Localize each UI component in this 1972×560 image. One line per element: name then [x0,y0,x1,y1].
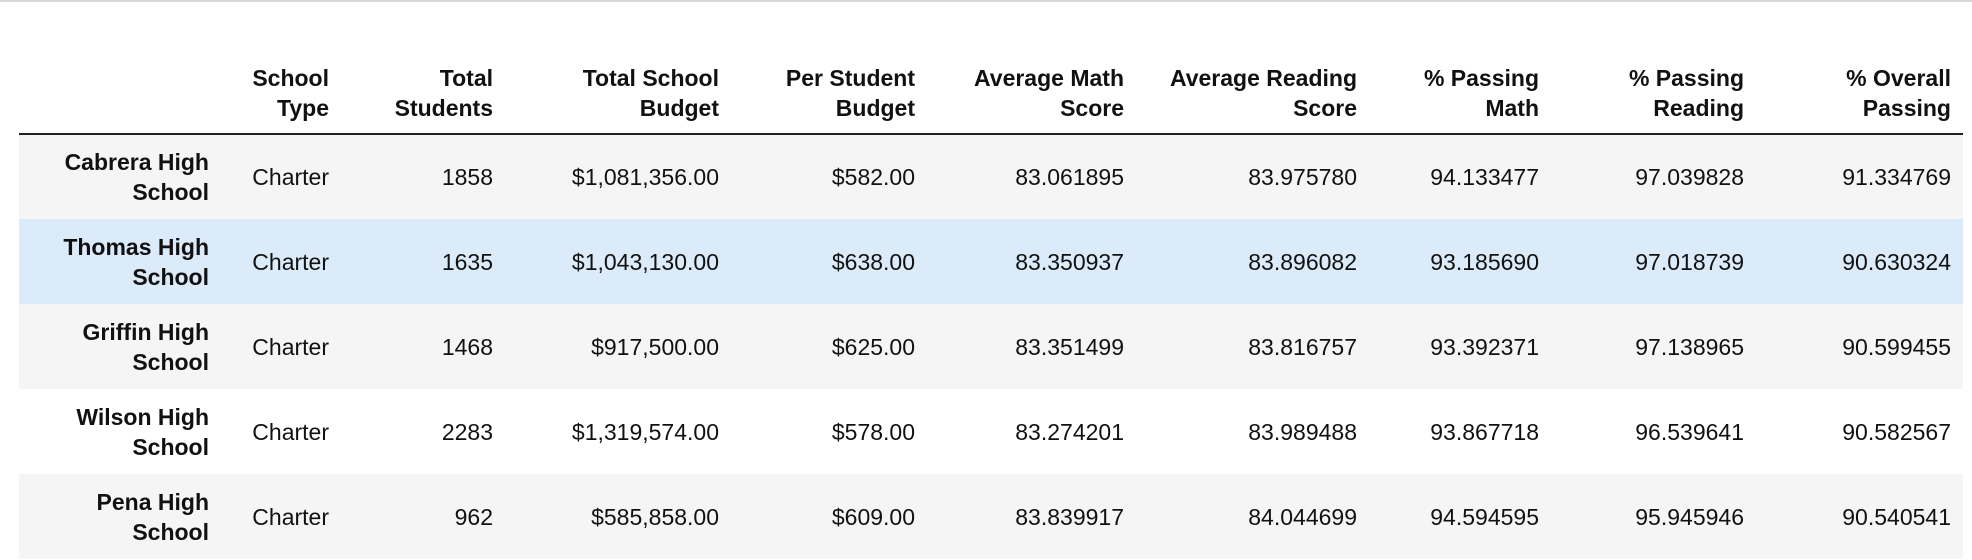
row-label-school-name: Cabrera High School [19,134,221,219]
cell-average-math-score: 83.350937 [1015,248,1124,275]
header-row: School Type Total Students Total School … [19,47,1963,135]
cell-average-reading-score: 83.989488 [1248,418,1357,445]
cell-per-student-budget: $638.00 [831,248,915,275]
school-name-line: School [132,518,209,545]
header-line: % Overall [1846,65,1951,91]
cell-average-reading-score: 83.975780 [1248,164,1357,190]
row-label-school-name: Thomas High School [19,219,221,304]
cell-pct-overall-passing: 90.582567 [1842,418,1951,445]
cell-pct-passing-reading: 97.138965 [1635,333,1744,360]
column-header-pct-passing-math[interactable]: % Passing Math [1369,47,1551,135]
column-header-total-school-budget[interactable]: Total School Budget [505,47,731,135]
cell-per-student-budget: $609.00 [831,503,915,530]
cell-pct-passing-math: 94.594595 [1430,503,1539,530]
index-header [19,47,221,135]
cell-per-student-budget: $582.00 [831,164,915,190]
cell-total-students: 1858 [441,164,493,190]
cell-pct-overall-passing: 90.599455 [1842,333,1951,360]
cell-pct-passing-math: 93.185690 [1430,248,1539,275]
cell-average-math-score: 83.274201 [1015,418,1124,445]
school-name-line: Pena High [96,488,209,515]
header-line: Per Student [785,65,915,91]
row-label-school-name: Griffin High School [19,304,221,389]
header-line: Reading [1653,95,1744,121]
cell-pct-passing-math: 93.392371 [1430,333,1539,360]
header-line: School [252,65,329,91]
table-row[interactable]: Cabrera High School Charter 1858 $1,081,… [19,134,1963,219]
cell-total-students: 2283 [441,418,493,445]
school-name-line: Thomas High [63,233,209,260]
cell-total-budget: $917,500.00 [591,333,719,360]
header-line: % Passing [1628,65,1744,91]
table-header: School Type Total Students Total School … [19,47,1963,135]
cell-school-type: Charter [252,503,329,530]
cell-per-student-budget: $625.00 [831,333,915,360]
school-summary-table: School Type Total Students Total School … [19,47,1963,559]
cell-average-math-score: 83.061895 [1015,164,1124,190]
cell-total-budget: $1,319,574.00 [571,418,719,445]
column-header-pct-passing-reading[interactable]: % Passing Reading [1551,47,1756,135]
school-name-line: School [132,263,209,290]
cell-average-reading-score: 84.044699 [1248,503,1357,530]
school-name-line: Wilson High [76,403,209,430]
header-line: Budget [639,95,719,121]
header-line: Total [439,65,493,91]
header-line: Math [1485,95,1539,121]
row-label-school-name: Pena High School [19,474,221,559]
row-label-school-name: Wilson High School [19,389,221,474]
school-name-line: School [132,433,209,460]
column-header-average-math-score[interactable]: Average Math Score [927,47,1136,135]
school-name-line: School [132,179,209,205]
header-line: Score [1060,95,1124,121]
cell-total-budget: $1,081,356.00 [571,164,719,190]
school-name-line: School [132,348,209,375]
table-row[interactable]: Pena High School Charter 962 $585,858.00… [19,474,1963,559]
cell-total-students: 1468 [441,333,493,360]
column-header-per-student-budget[interactable]: Per Student Budget [731,47,927,135]
header-line: Average Reading [1169,65,1357,91]
cell-pct-overall-passing: 90.540541 [1842,503,1951,530]
table-body: Cabrera High School Charter 1858 $1,081,… [19,134,1963,559]
header-line: Passing [1862,95,1951,121]
cell-average-reading-score: 83.816757 [1248,333,1357,360]
table-row[interactable]: Wilson High School Charter 2283 $1,319,5… [19,389,1963,474]
column-header-total-students[interactable]: Total Students [341,47,505,135]
cell-school-type: Charter [252,164,329,190]
column-header-pct-overall-passing[interactable]: % Overall Passing [1756,47,1963,135]
cell-average-math-score: 83.351499 [1015,333,1124,360]
cell-total-students: 1635 [441,248,493,275]
cell-school-type: Charter [252,248,329,275]
cell-school-type: Charter [252,333,329,360]
cell-total-students: 962 [454,503,493,530]
cell-pct-passing-math: 93.867718 [1430,418,1539,445]
cell-pct-passing-reading: 97.039828 [1635,164,1744,190]
cell-pct-passing-reading: 97.018739 [1635,248,1744,275]
header-line: Score [1293,95,1357,121]
cell-pct-overall-passing: 91.334769 [1842,164,1951,190]
school-name-line: Cabrera High [64,149,209,175]
header-line: Average Math [974,65,1124,91]
cell-average-math-score: 83.839917 [1015,503,1124,530]
cell-pct-passing-reading: 95.945946 [1635,503,1744,530]
header-line: Budget [835,95,915,121]
output-top-border [0,0,1972,2]
table-row-highlighted[interactable]: Thomas High School Charter 1635 $1,043,1… [19,219,1963,304]
cell-pct-overall-passing: 90.630324 [1842,248,1951,275]
header-line: % Passing [1423,65,1539,91]
cell-total-budget: $585,858.00 [591,503,719,530]
cell-school-type: Charter [252,418,329,445]
school-name-line: Griffin High [82,318,209,345]
column-header-school-type[interactable]: School Type [221,47,341,135]
cell-per-student-budget: $578.00 [831,418,915,445]
cell-total-budget: $1,043,130.00 [571,248,719,275]
cell-pct-passing-math: 94.133477 [1430,164,1539,190]
cell-average-reading-score: 83.896082 [1248,248,1357,275]
cell-pct-passing-reading: 96.539641 [1635,418,1744,445]
header-line: Type [277,95,329,121]
header-line: Total School [582,65,719,91]
table-row[interactable]: Griffin High School Charter 1468 $917,50… [19,304,1963,389]
column-header-average-reading-score[interactable]: Average Reading Score [1136,47,1369,135]
header-line: Students [394,95,493,121]
